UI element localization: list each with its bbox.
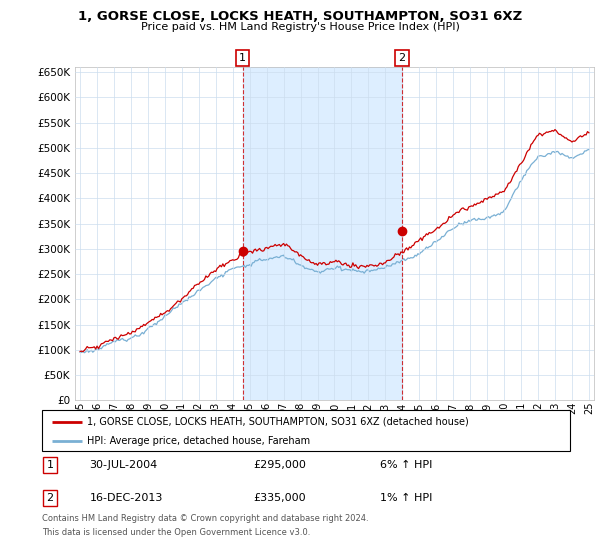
Text: 2: 2 bbox=[46, 493, 53, 503]
Text: 1, GORSE CLOSE, LOCKS HEATH, SOUTHAMPTON, SO31 6XZ (detached house): 1, GORSE CLOSE, LOCKS HEATH, SOUTHAMPTON… bbox=[87, 417, 469, 427]
Text: Price paid vs. HM Land Registry's House Price Index (HPI): Price paid vs. HM Land Registry's House … bbox=[140, 22, 460, 32]
Text: 1, GORSE CLOSE, LOCKS HEATH, SOUTHAMPTON, SO31 6XZ: 1, GORSE CLOSE, LOCKS HEATH, SOUTHAMPTON… bbox=[78, 10, 522, 23]
Bar bbox=[242, 67, 401, 400]
Text: HPI: Average price, detached house, Fareham: HPI: Average price, detached house, Fare… bbox=[87, 436, 310, 446]
Text: 16-DEC-2013: 16-DEC-2013 bbox=[89, 493, 163, 503]
Text: 30-JUL-2004: 30-JUL-2004 bbox=[89, 460, 158, 470]
Text: This data is licensed under the Open Government Licence v3.0.: This data is licensed under the Open Gov… bbox=[42, 528, 310, 537]
Text: 1% ↑ HPI: 1% ↑ HPI bbox=[380, 493, 432, 503]
Text: 1: 1 bbox=[46, 460, 53, 470]
Text: £295,000: £295,000 bbox=[253, 460, 306, 470]
Text: 1: 1 bbox=[239, 53, 246, 63]
Text: £335,000: £335,000 bbox=[253, 493, 306, 503]
Text: 6% ↑ HPI: 6% ↑ HPI bbox=[380, 460, 432, 470]
Text: Contains HM Land Registry data © Crown copyright and database right 2024.: Contains HM Land Registry data © Crown c… bbox=[42, 514, 368, 523]
Text: 2: 2 bbox=[398, 53, 405, 63]
